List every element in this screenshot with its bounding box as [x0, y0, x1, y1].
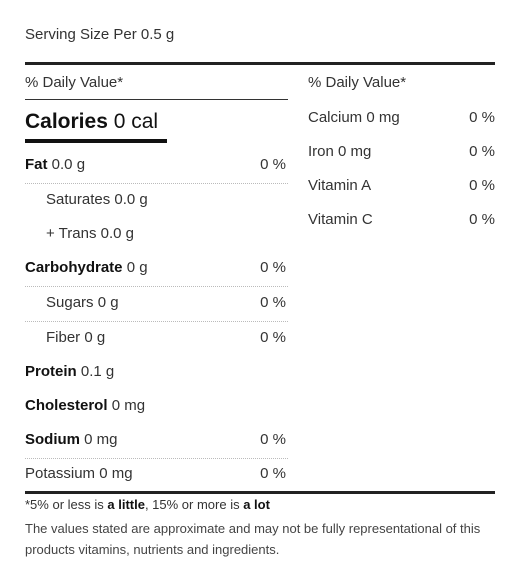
nutrient-row-sugars: Sugars 0 g 0 % [46, 294, 286, 311]
fiber-percent: 0 % [260, 329, 286, 346]
mineral-row-calcium: Calcium 0 mg 0 % [308, 109, 495, 126]
calories-line: Calories 0 cal [25, 110, 158, 134]
right-daily-value-header: % Daily Value* [308, 74, 407, 91]
potassium-percent: 0 % [260, 465, 286, 482]
row-divider [25, 321, 288, 322]
nutrient-row-sodium: Sodium 0 mg 0 % [25, 431, 286, 448]
left-daily-value-header: % Daily Value* [25, 74, 124, 91]
calories-value: 0 cal [113, 110, 159, 133]
nutrient-row-fat: Fat 0.0 g 0 % [25, 156, 286, 173]
nutrient-row-fiber: Fiber 0 g 0 % [46, 329, 286, 346]
row-divider [25, 458, 288, 459]
sodium-percent: 0 % [260, 431, 286, 448]
row-divider [25, 286, 288, 287]
nutrient-row-cholesterol: Cholesterol 0 mg [25, 397, 146, 414]
calories-label: Calories [25, 110, 108, 133]
disclaimer-text: The values stated are approximate and ma… [25, 521, 481, 557]
carbohydrate-percent: 0 % [260, 259, 286, 276]
nutrient-row-trans: + Trans 0.0 g [46, 225, 134, 242]
sugars-percent: 0 % [260, 294, 286, 311]
nutrient-row-protein: Protein 0.1 g [25, 363, 115, 380]
nutrient-row-saturates: Saturates 0.0 g [46, 191, 148, 208]
fat-percent: 0 % [260, 156, 286, 173]
mineral-row-iron: Iron 0 mg 0 % [308, 143, 495, 160]
daily-value-footnote: *5% or less is a little, 15% or more is … [25, 497, 270, 512]
row-divider [25, 183, 288, 184]
calories-underline [25, 139, 167, 143]
mineral-row-vitamin-c: Vitamin C 0 % [308, 211, 495, 228]
nutrient-row-potassium: Potassium 0 mg 0 % [25, 465, 286, 482]
serving-size: Serving Size Per 0.5 g [25, 26, 175, 43]
left-header-divider [25, 99, 288, 100]
bottom-divider [25, 491, 495, 494]
mineral-row-vitamin-a: Vitamin A 0 % [308, 177, 495, 194]
nutrient-row-carbohydrate: Carbohydrate 0 g 0 % [25, 259, 286, 276]
top-divider [25, 62, 495, 65]
